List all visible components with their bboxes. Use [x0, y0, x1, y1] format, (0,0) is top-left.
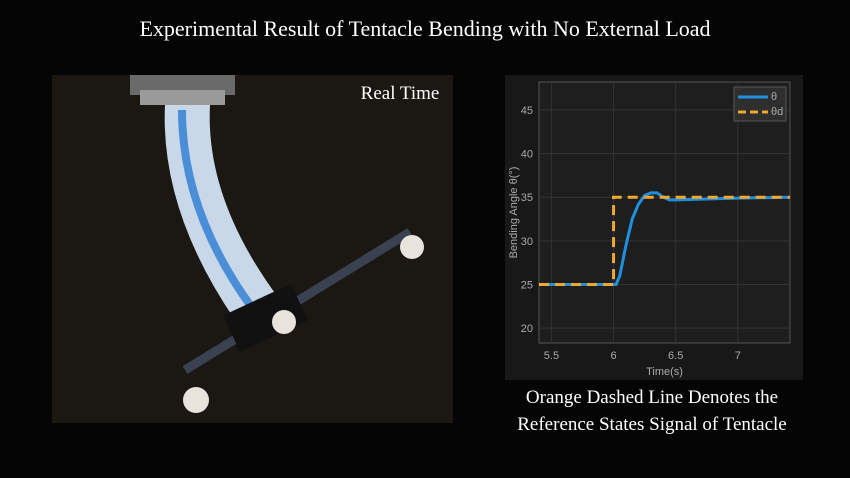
y-tick-label: 35	[521, 192, 533, 204]
data-line	[539, 195, 790, 287]
y-tick-label: 40	[521, 149, 533, 161]
x-tick-label: 6	[610, 350, 616, 362]
legend-label: θ	[771, 91, 777, 103]
photo-label: Real Time	[361, 83, 440, 104]
y-tick-label: 30	[521, 236, 533, 248]
y-tick-label: 25	[521, 280, 533, 292]
x-tick-label: 5.5	[544, 350, 559, 362]
plot-area	[538, 81, 791, 344]
chart: 20 25 30 35 40 45 5.5 6 6.5 7 Time(s) Bending Angle…	[508, 81, 791, 378]
title: Experimental Result of Tentacle Bending …	[139, 16, 710, 41]
x-tick-label: 7	[735, 350, 741, 362]
caption-line: Reference States Signal of Tentacle	[517, 414, 787, 435]
photo: Real Time	[52, 75, 453, 423]
caption-line: Orange Dashed Line Denotes the	[526, 387, 778, 408]
data-line	[539, 191, 791, 287]
x-tick-label: 6.5	[668, 350, 683, 362]
y-tick-label: 45	[521, 105, 533, 117]
y-tick-label: 20	[521, 323, 533, 335]
y-axis-label: Bending Angle θ(°)	[508, 167, 520, 259]
legend-label: θd	[771, 106, 783, 118]
x-axis-label: Time(s)	[646, 366, 683, 378]
legend-box	[733, 86, 787, 122]
